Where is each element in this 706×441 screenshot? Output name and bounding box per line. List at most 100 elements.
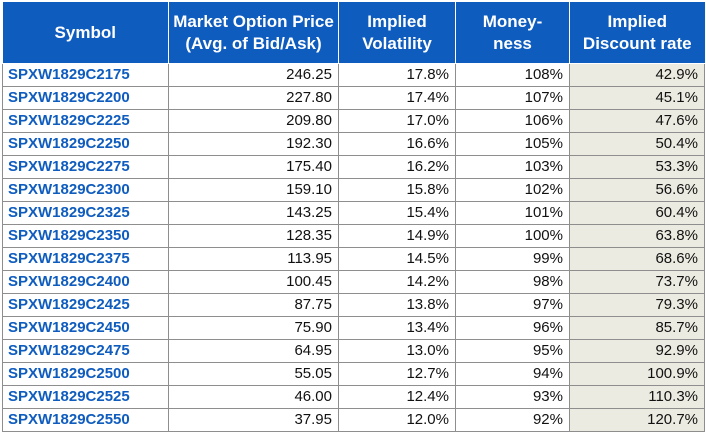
discount-rate-cell: 79.3% <box>569 293 705 317</box>
table-row: SPXW1829C2375 113.95 14.5% 99% 68.6% <box>2 247 705 271</box>
table-row: SPXW1829C2175 246.25 17.8% 108% 42.9% <box>2 63 705 87</box>
header-row: Symbol Market Option Price (Avg. of Bid/A… <box>2 2 705 64</box>
volatility-cell: 15.4% <box>338 201 456 225</box>
symbol-cell: SPXW1829C2250 <box>2 132 169 156</box>
volatility-cell: 14.9% <box>338 224 456 248</box>
table-row: SPXW1829C2225 209.80 17.0% 106% 47.6% <box>2 109 705 133</box>
discount-rate-cell: 73.7% <box>569 270 705 294</box>
symbol-cell: SPXW1829C2525 <box>2 385 169 409</box>
symbol-cell: SPXW1829C2325 <box>2 201 169 225</box>
table-row: SPXW1829C2325 143.25 15.4% 101% 60.4% <box>2 201 705 225</box>
table-row: SPXW1829C2500 55.05 12.7% 94% 100.9% <box>2 362 705 386</box>
price-cell: 159.10 <box>168 178 339 202</box>
symbol-cell: SPXW1829C2500 <box>2 362 169 386</box>
discount-rate-cell: 100.9% <box>569 362 705 386</box>
symbol-cell: SPXW1829C2225 <box>2 109 169 133</box>
price-cell: 100.45 <box>168 270 339 294</box>
volatility-cell: 15.8% <box>338 178 456 202</box>
volatility-cell: 14.5% <box>338 247 456 271</box>
moneyness-cell: 92% <box>455 408 570 432</box>
table-row: SPXW1829C2525 46.00 12.4% 93% 110.3% <box>2 385 705 409</box>
moneyness-cell: 107% <box>455 86 570 110</box>
volatility-cell: 13.4% <box>338 316 456 340</box>
symbol-cell: SPXW1829C2475 <box>2 339 169 363</box>
table-row: SPXW1829C2550 37.95 12.0% 92% 120.7% <box>2 408 705 432</box>
table-row: SPXW1829C2450 75.90 13.4% 96% 85.7% <box>2 316 705 340</box>
table-row: SPXW1829C2200 227.80 17.4% 107% 45.1% <box>2 86 705 110</box>
discount-rate-cell: 50.4% <box>569 132 705 156</box>
moneyness-cell: 98% <box>455 270 570 294</box>
volatility-cell: 16.6% <box>338 132 456 156</box>
moneyness-cell: 101% <box>455 201 570 225</box>
discount-rate-cell: 60.4% <box>569 201 705 225</box>
symbol-cell: SPXW1829C2425 <box>2 293 169 317</box>
symbol-cell: SPXW1829C2350 <box>2 224 169 248</box>
price-cell: 87.75 <box>168 293 339 317</box>
discount-rate-cell: 45.1% <box>569 86 705 110</box>
price-cell: 246.25 <box>168 63 339 87</box>
header-symbol-label: Symbol <box>54 22 116 42</box>
volatility-cell: 17.4% <box>338 86 456 110</box>
discount-rate-cell: 85.7% <box>569 316 705 340</box>
header-price-line2: (Avg. of Bid/Ask) <box>185 33 322 53</box>
volatility-cell: 17.8% <box>338 63 456 87</box>
discount-rate-cell: 47.6% <box>569 109 705 133</box>
price-cell: 46.00 <box>168 385 339 409</box>
header-iv-line2: Volatility <box>362 33 432 53</box>
discount-rate-cell: 68.6% <box>569 247 705 271</box>
table-row: SPXW1829C2250 192.30 16.6% 105% 50.4% <box>2 132 705 156</box>
table-body: SPXW1829C2175 246.25 17.8% 108% 42.9% SPXW182… <box>2 63 705 432</box>
header-iv-line1: Implied <box>367 11 427 31</box>
price-cell: 128.35 <box>168 224 339 248</box>
price-cell: 64.95 <box>168 339 339 363</box>
moneyness-cell: 102% <box>455 178 570 202</box>
symbol-cell: SPXW1829C2275 <box>2 155 169 179</box>
discount-rate-cell: 63.8% <box>569 224 705 248</box>
table-row: SPXW1829C2350 128.35 14.9% 100% 63.8% <box>2 224 705 248</box>
header-market-option-price: Market Option Price (Avg. of Bid/Ask) <box>168 2 339 64</box>
table-row: SPXW1829C2475 64.95 13.0% 95% 92.9% <box>2 339 705 363</box>
table-row: SPXW1829C2275 175.40 16.2% 103% 53.3% <box>2 155 705 179</box>
volatility-cell: 13.0% <box>338 339 456 363</box>
table-header: Symbol Market Option Price (Avg. of Bid/A… <box>2 2 705 64</box>
option-table: Symbol Market Option Price (Avg. of Bid/A… <box>2 2 705 432</box>
symbol-cell: SPXW1829C2375 <box>2 247 169 271</box>
price-cell: 192.30 <box>168 132 339 156</box>
header-money-line1: Money- <box>482 11 543 31</box>
discount-rate-cell: 56.6% <box>569 178 705 202</box>
volatility-cell: 17.0% <box>338 109 456 133</box>
header-money-line2: ness <box>493 33 532 53</box>
header-rate-line1: Implied <box>607 11 667 31</box>
moneyness-cell: 97% <box>455 293 570 317</box>
moneyness-cell: 106% <box>455 109 570 133</box>
moneyness-cell: 94% <box>455 362 570 386</box>
header-price-line1: Market Option Price <box>173 11 334 31</box>
discount-rate-cell: 110.3% <box>569 385 705 409</box>
symbol-cell: SPXW1829C2175 <box>2 63 169 87</box>
moneyness-cell: 93% <box>455 385 570 409</box>
moneyness-cell: 99% <box>455 247 570 271</box>
moneyness-cell: 103% <box>455 155 570 179</box>
volatility-cell: 16.2% <box>338 155 456 179</box>
discount-rate-cell: 53.3% <box>569 155 705 179</box>
moneyness-cell: 108% <box>455 63 570 87</box>
table-row: SPXW1829C2300 159.10 15.8% 102% 56.6% <box>2 178 705 202</box>
price-cell: 37.95 <box>168 408 339 432</box>
symbol-cell: SPXW1829C2550 <box>2 408 169 432</box>
volatility-cell: 12.0% <box>338 408 456 432</box>
symbol-cell: SPXW1829C2300 <box>2 178 169 202</box>
moneyness-cell: 105% <box>455 132 570 156</box>
header-implied-volatility: Implied Volatility <box>338 2 456 64</box>
volatility-cell: 12.7% <box>338 362 456 386</box>
discount-rate-cell: 92.9% <box>569 339 705 363</box>
price-cell: 113.95 <box>168 247 339 271</box>
table-row: SPXW1829C2425 87.75 13.8% 97% 79.3% <box>2 293 705 317</box>
header-symbol: Symbol <box>2 2 169 64</box>
symbol-cell: SPXW1829C2400 <box>2 270 169 294</box>
price-cell: 75.90 <box>168 316 339 340</box>
header-rate-line2: Discount rate <box>582 33 692 53</box>
symbol-cell: SPXW1829C2450 <box>2 316 169 340</box>
price-cell: 209.80 <box>168 109 339 133</box>
price-cell: 227.80 <box>168 86 339 110</box>
moneyness-cell: 96% <box>455 316 570 340</box>
